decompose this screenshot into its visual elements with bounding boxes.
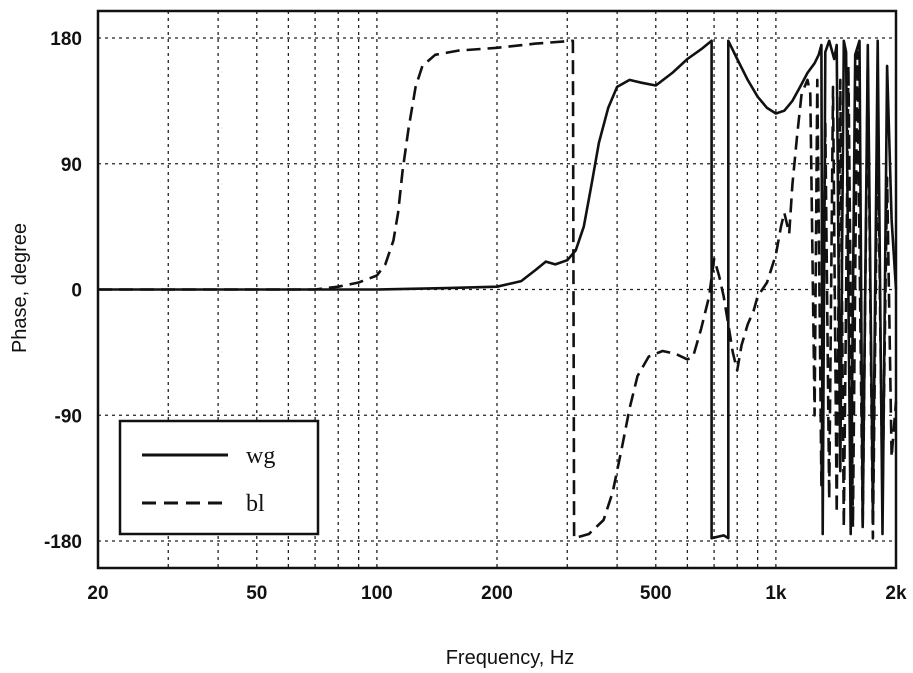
y-tick-label: -90 [55, 406, 82, 427]
series-line-wg [98, 39, 898, 540]
x-tick-label: 50 [246, 583, 267, 604]
legend: wg bl [118, 419, 320, 536]
x-tick-label: 100 [361, 583, 393, 604]
y-tick-label: 0 [71, 281, 82, 302]
series-line-bl [98, 39, 898, 540]
series-lines [98, 39, 898, 540]
legend-label-bl: bl [246, 491, 265, 517]
x-tick-label: 2k [885, 583, 907, 604]
tick-labels: 20 50 100 200 500 1k 2k 180 90 0 -90 -180 [44, 29, 907, 604]
legend-box [118, 419, 320, 536]
y-tick-label: 90 [61, 155, 82, 176]
y-tick-label: 180 [50, 29, 82, 50]
y-axis-label: Phase, degree [9, 223, 31, 353]
x-tick-label: 1k [765, 583, 787, 604]
x-tick-label: 500 [640, 583, 672, 604]
x-tick-label: 200 [481, 583, 513, 604]
legend-label-wg: wg [246, 443, 275, 469]
plot-frame [96, 9, 898, 570]
x-tick-label: 20 [87, 583, 108, 604]
x-axis-label: Frequency, Hz [446, 647, 575, 669]
y-tick-label: -180 [44, 532, 82, 553]
